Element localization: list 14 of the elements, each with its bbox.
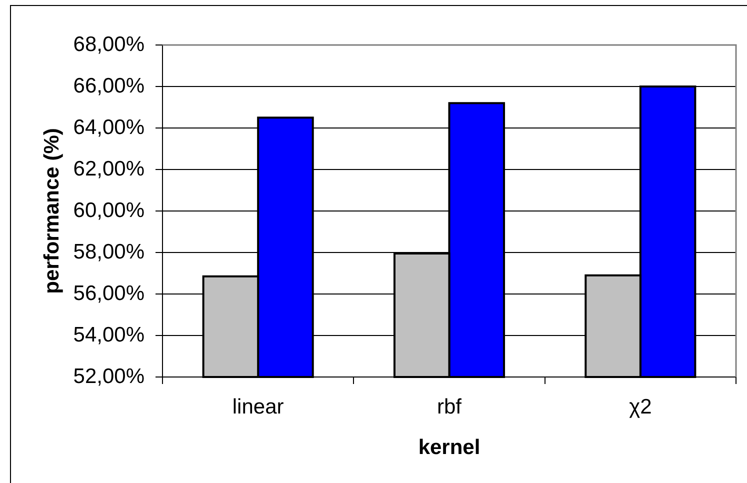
x-tick-label: χ2 [629, 395, 652, 418]
y-axis-title: performance (%) [40, 128, 64, 294]
x-tick-label: rbf [436, 395, 462, 418]
y-tick-label: 60,00% [73, 198, 144, 222]
y-tick-label: 62,00% [73, 157, 144, 180]
y-tick-label: 56,00% [73, 282, 144, 305]
y-tick-label: 52,00% [73, 364, 144, 388]
y-tick-label: 66,00% [73, 74, 144, 98]
y-tick-label: 58,00% [73, 240, 144, 264]
y-tick-label: 68,00% [73, 32, 144, 56]
x-tick-label: linear [232, 395, 284, 418]
y-tick-label: 54,00% [73, 323, 144, 346]
y-tick-label: 64,00% [73, 116, 144, 139]
x-axis-title: kernel [418, 436, 480, 460]
